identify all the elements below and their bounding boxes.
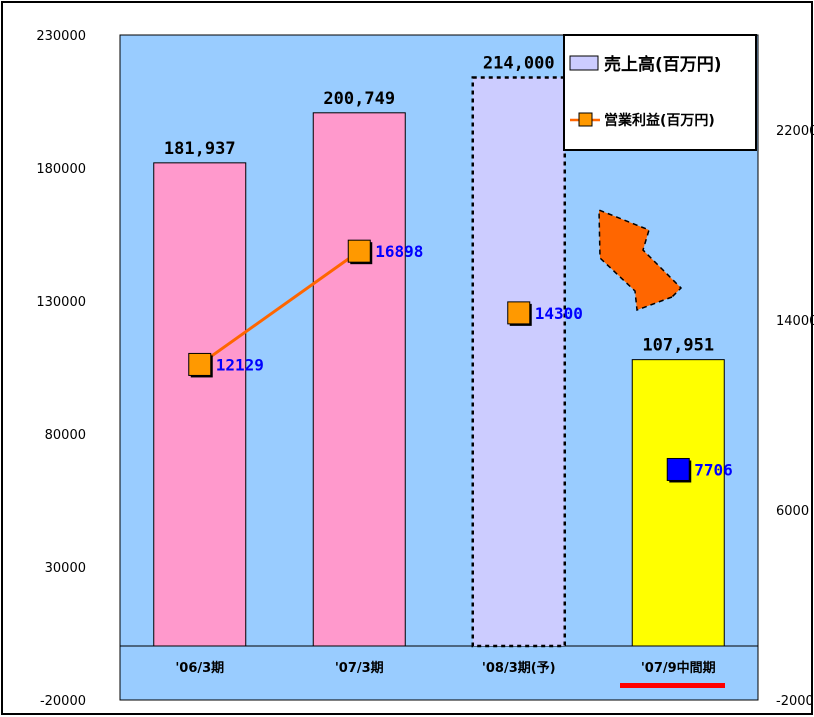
sales-bar: [471, 76, 566, 648]
left-axis-tick-label: 130000: [36, 295, 86, 310]
legend-box: [563, 34, 757, 151]
category-label: '08/3期(予): [482, 661, 556, 676]
category-label: '07/9中間期: [641, 660, 716, 676]
profit-marker: [188, 352, 212, 376]
profit-marker: [507, 301, 531, 325]
left-axis-tick-label: -20000: [40, 694, 86, 709]
category-label: '06/3期: [175, 661, 224, 676]
profit-value-label: 14300: [535, 304, 583, 323]
right-axis-tick-label: 6000: [776, 504, 809, 519]
profit-value-label: 16898: [375, 242, 423, 261]
right-axis-tick-label: -2000: [776, 694, 814, 709]
legend-marker-profit: [578, 112, 593, 127]
category-label: '07/3期: [335, 661, 384, 676]
sales-bar-value-label: 214,000: [483, 54, 555, 74]
profit-value-label: 7706: [694, 460, 733, 479]
upward-trend-arrow: [598, 208, 683, 312]
highlight-underline: [620, 683, 725, 688]
legend-label-profit: 営業利益(百万円): [604, 112, 715, 129]
profit-line-segment: [198, 249, 361, 366]
profit-marker: [666, 457, 690, 481]
legend-label-sales: 売上高(百万円): [604, 54, 722, 75]
left-axis-tick-label: 30000: [45, 561, 86, 576]
sales-bar: [631, 359, 725, 647]
sales-bar: [312, 112, 406, 647]
sales-bar: [153, 162, 247, 647]
right-axis-tick-label: 14000: [776, 314, 814, 329]
legend-swatch-sales: [569, 55, 599, 71]
sales-bar-value-label: 181,937: [164, 139, 236, 159]
left-axis-tick-label: 180000: [36, 162, 86, 177]
right-axis-tick-label: 22000: [776, 124, 814, 139]
sales-bar-value-label: 200,749: [323, 89, 395, 109]
left-axis-tick-label: 230000: [36, 29, 86, 44]
profit-value-label: 12129: [216, 355, 264, 374]
profit-marker: [347, 239, 371, 263]
left-axis-tick-label: 80000: [45, 428, 86, 443]
sales-bar-value-label: 107,951: [642, 336, 714, 356]
